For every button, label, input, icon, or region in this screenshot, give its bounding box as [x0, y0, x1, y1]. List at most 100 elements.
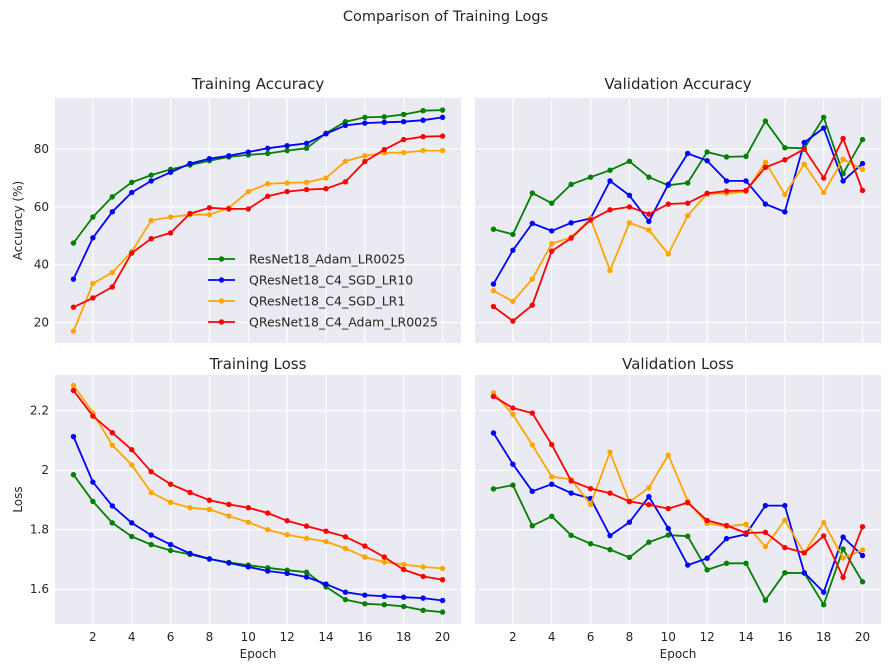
series-line — [493, 395, 864, 579]
data-point — [762, 502, 769, 509]
data-point — [607, 532, 613, 539]
data-point — [859, 136, 866, 143]
data-point — [529, 442, 536, 448]
data-point — [743, 560, 749, 567]
x-axis-label: Epoch — [660, 647, 697, 661]
x-tick-label: 16 — [357, 630, 372, 644]
data-point — [90, 413, 96, 419]
data-point — [420, 134, 426, 140]
x-tick-label: 8 — [206, 630, 214, 644]
data-point — [129, 179, 135, 186]
data-point — [206, 212, 213, 218]
data-point — [490, 281, 497, 287]
data-point — [782, 544, 788, 551]
figure-suptitle: Comparison of Training Logs — [343, 9, 548, 25]
legend-label: ResNet18_Adam_LR0025 — [249, 252, 405, 267]
data-point — [265, 526, 271, 533]
data-point — [420, 564, 426, 570]
series-line — [493, 158, 863, 303]
data-point — [226, 501, 232, 508]
data-point — [90, 498, 96, 505]
data-point — [109, 520, 116, 526]
data-point — [510, 405, 516, 411]
data-point — [762, 597, 769, 603]
data-point — [762, 543, 769, 550]
data-point — [226, 513, 232, 519]
data-point — [859, 547, 866, 553]
legend-item: QResNet18_C4_SGD_LR1 — [208, 294, 405, 309]
series-line — [72, 474, 443, 613]
data-point — [70, 382, 77, 389]
data-point — [549, 474, 555, 480]
data-point — [400, 594, 407, 600]
data-point — [859, 166, 866, 173]
data-point — [859, 187, 866, 194]
data-point — [549, 513, 555, 520]
data-point — [148, 541, 154, 548]
data-point — [782, 570, 788, 576]
data-point — [381, 147, 387, 153]
data-point — [70, 304, 77, 310]
data-point — [323, 131, 329, 137]
data-point — [245, 504, 251, 511]
data-point — [529, 523, 536, 529]
data-point — [362, 114, 368, 121]
data-point — [265, 568, 271, 574]
data-point — [840, 534, 846, 540]
data-point — [265, 145, 271, 151]
panel-title: Validation Accuracy — [604, 75, 751, 93]
data-point — [70, 328, 77, 334]
data-point — [665, 181, 671, 188]
series-qresnet18-c4-adam-lr0025 — [70, 133, 446, 310]
series-qresnet18-c4-sgd-lr10 — [490, 125, 866, 287]
data-point — [420, 117, 426, 123]
data-point — [323, 175, 329, 181]
data-point — [109, 430, 116, 436]
data-point — [529, 190, 536, 196]
data-point — [167, 547, 174, 554]
data-point — [665, 251, 671, 257]
data-point — [820, 175, 827, 181]
data-point — [549, 240, 555, 247]
chart-panels: 20 40 60 80 Training Accuracy Accuracy (%) Res… — [11, 75, 881, 661]
data-point — [206, 155, 213, 162]
data-point — [342, 589, 349, 595]
plot-area — [475, 375, 881, 624]
data-point — [381, 559, 387, 565]
x-tick-label: 20 — [855, 630, 870, 644]
data-point — [782, 209, 788, 215]
panel-title: Training Loss — [209, 355, 307, 373]
data-point — [685, 150, 691, 157]
data-point — [439, 576, 446, 583]
data-point — [148, 172, 154, 178]
y-tick-label: 1.6 — [30, 582, 49, 596]
data-point — [665, 525, 671, 532]
data-point — [400, 603, 407, 610]
data-point — [109, 269, 116, 276]
series-line — [72, 389, 443, 581]
data-point — [167, 169, 174, 175]
x-tick-label: 12 — [279, 630, 294, 644]
data-point — [685, 180, 691, 186]
x-tick-label: 6 — [587, 630, 595, 644]
x-tick-label: 10 — [241, 630, 256, 644]
data-point — [859, 524, 866, 530]
data-point — [284, 188, 290, 195]
data-point — [362, 158, 368, 165]
data-point — [723, 188, 730, 194]
y-tick-label: 60 — [34, 200, 49, 214]
data-point — [704, 555, 710, 561]
series-line — [492, 137, 864, 322]
series-line — [493, 484, 864, 606]
data-point — [646, 174, 652, 180]
data-point — [665, 505, 671, 512]
data-point — [420, 573, 426, 580]
data-point — [549, 248, 555, 254]
data-point — [148, 489, 154, 496]
legend-marker — [218, 256, 225, 262]
data-point — [206, 556, 213, 562]
data-point — [129, 250, 135, 256]
series-qresnet18-c4-sgd-lr1 — [70, 382, 446, 572]
data-point — [646, 218, 652, 225]
